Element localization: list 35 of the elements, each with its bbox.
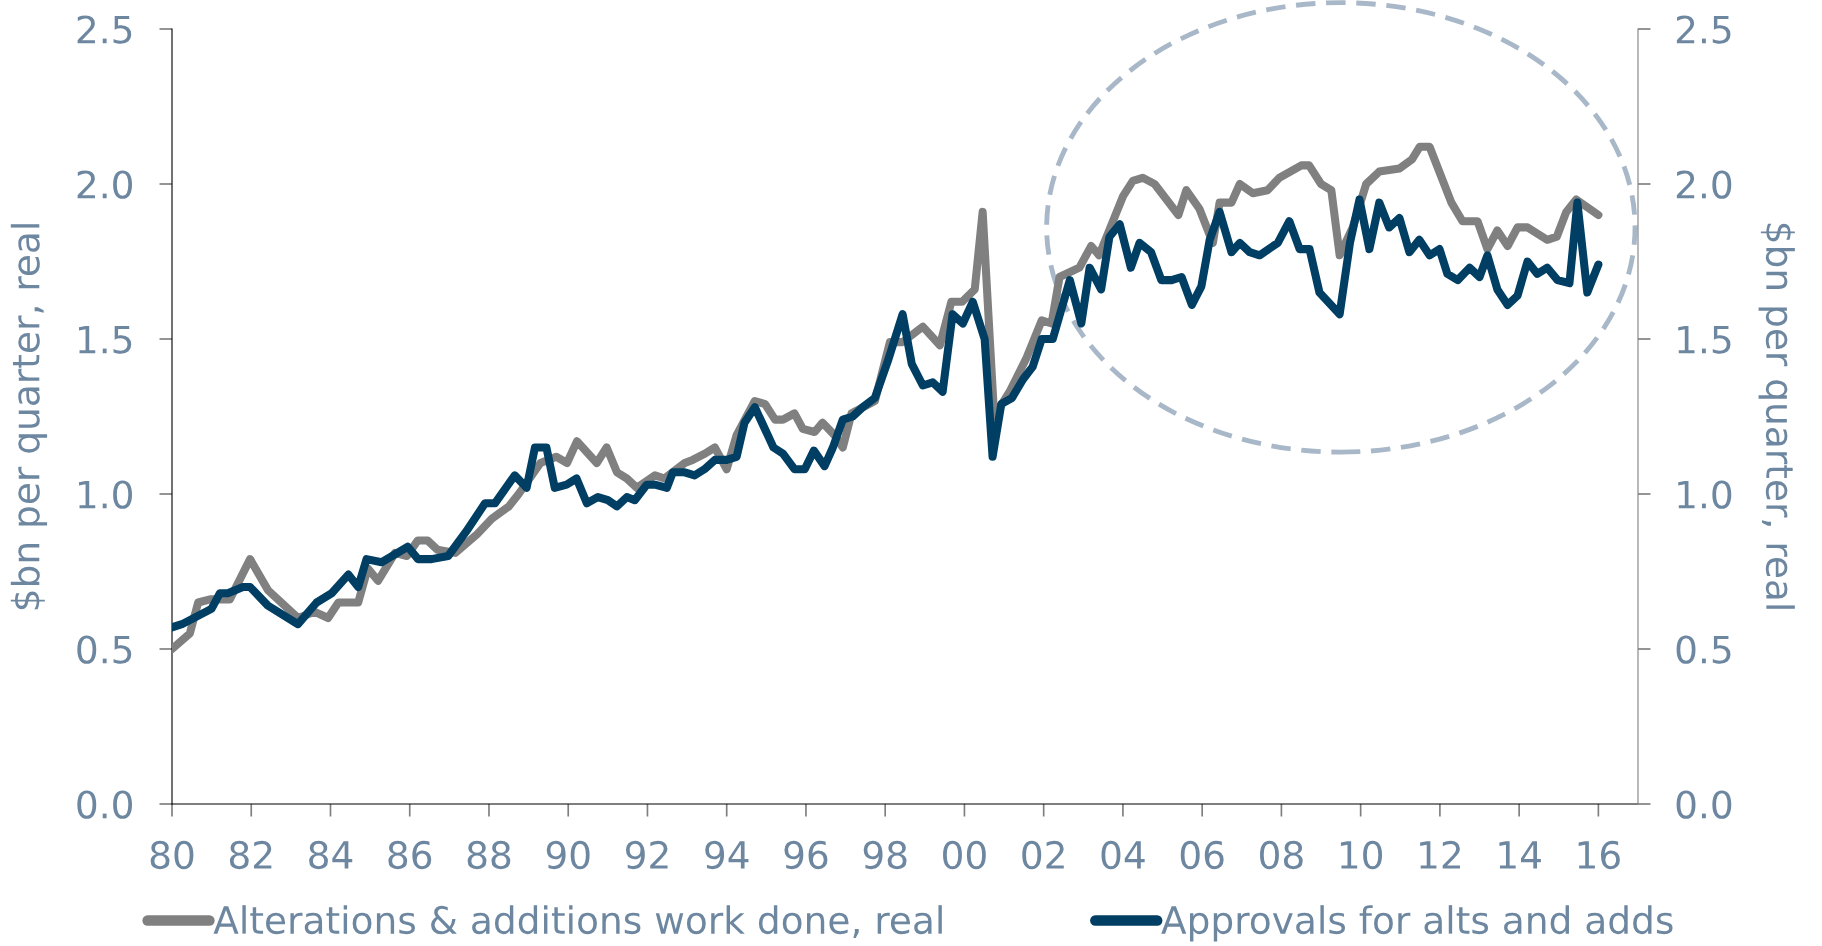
x-tick-label: 12 (1420, 840, 1460, 869)
y2-tick-label: 1.5 (1678, 325, 1731, 354)
legend-label: Alterations & additions work done, real (213, 905, 942, 938)
x-tick-label: 08 (1260, 840, 1303, 870)
x-tick-label: 06 (1180, 840, 1224, 870)
x-tick-label: 90 (546, 840, 590, 870)
y-tick-label: 2.5 (77, 15, 132, 44)
y2-tick-label: 2.5 (1676, 15, 1731, 44)
x-tick-label: 94 (705, 840, 749, 870)
y2-tick-label: 0.5 (1676, 635, 1731, 664)
y-tick-label: 0.5 (77, 635, 132, 664)
y-tick-label: 0.0 (77, 790, 133, 819)
x-tick-label: 04 (1101, 840, 1145, 870)
legend-label: Approvals for alts and adds (1161, 905, 1673, 942)
x-tick-label: 88 (467, 840, 511, 870)
x-tick-label: 98 (863, 840, 907, 870)
y2-axis-title: $bn per quarter, real (1758, 223, 1795, 609)
y-tick-label: 1.5 (78, 325, 132, 354)
y2-tick-label: 1.0 (1678, 480, 1732, 509)
x-tick-label: 96 (784, 840, 828, 870)
x-tick-label: 82 (229, 840, 272, 870)
x-tick-label: 80 (150, 840, 194, 870)
x-tick-label: 92 (625, 840, 668, 870)
y2-tick-label: 0.0 (1676, 790, 1732, 819)
x-tick-label: 16 (1578, 840, 1620, 870)
x-tick-label: 00 (943, 840, 986, 870)
y-tick-label: 1.0 (78, 480, 133, 509)
y2-tick-label: 2.0 (1676, 170, 1732, 199)
x-tick-label: 10 (1340, 840, 1383, 870)
x-tick-label: 02 (1022, 840, 1064, 870)
y-tick-label: 2.0 (77, 170, 133, 199)
x-tick-label: 86 (388, 840, 432, 870)
y-axis-title: $bn per quarter, real (10, 224, 48, 610)
x-tick-label: 14 (1499, 841, 1541, 869)
x-tick-label: 84 (309, 840, 353, 870)
